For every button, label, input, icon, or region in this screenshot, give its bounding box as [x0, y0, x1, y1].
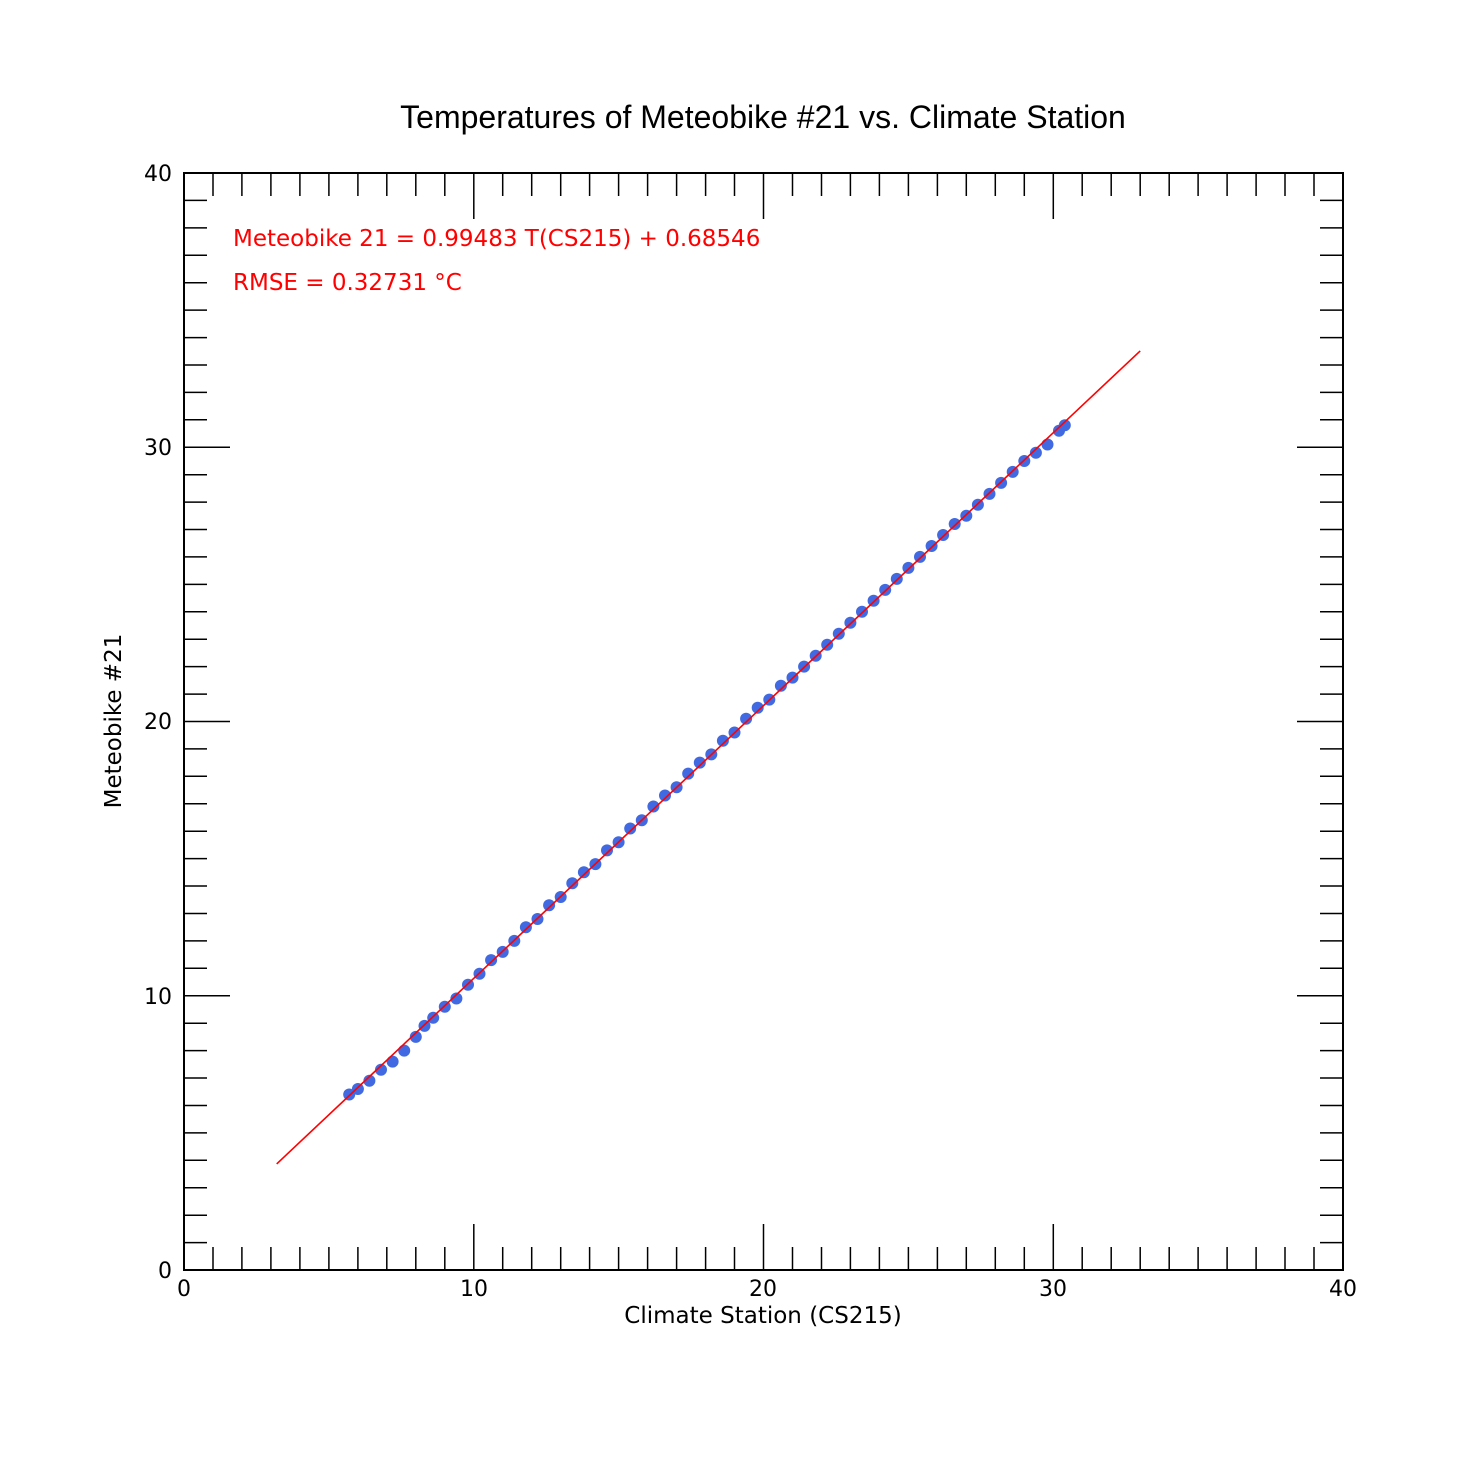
data-point-36 [751, 701, 764, 714]
data-point-18 [543, 899, 556, 912]
chart-title: Temperatures of Meteobike #21 vs. Climat… [400, 99, 1126, 135]
data-point-4 [386, 1055, 399, 1068]
data-point-28 [659, 789, 671, 802]
data-point-25 [624, 822, 637, 835]
data-point-50 [914, 550, 926, 563]
data-point-6 [409, 1030, 422, 1043]
data-point-20 [566, 877, 579, 890]
fit-line-layer [276, 350, 1141, 1165]
data-point-13 [485, 954, 498, 967]
data-point-61 [1041, 438, 1054, 451]
x-axis-label: Climate Station (CS215) [624, 1303, 901, 1329]
x-tick-label-40: 40 [1329, 1277, 1357, 1302]
data-point-35 [740, 712, 753, 725]
data-point-30 [682, 767, 695, 780]
data-point-31 [693, 756, 706, 769]
data-point-60 [1029, 446, 1042, 459]
data-point-38 [774, 679, 787, 692]
y-tick-label-40: 40 [144, 162, 172, 187]
y-tick-label-20: 20 [144, 710, 172, 735]
y-tick-label-30: 30 [144, 436, 172, 461]
x-tick-label-20: 20 [749, 1277, 777, 1302]
data-point-2 [363, 1074, 376, 1087]
x-tick-label-0: 0 [177, 1277, 191, 1302]
data-point-1 [351, 1083, 364, 1095]
data-point-33 [716, 734, 729, 747]
data-point-52 [937, 529, 950, 541]
x-tick-label-10: 10 [460, 1277, 488, 1302]
data-point-23 [601, 844, 613, 857]
x-tick-labels: 0 10 20 30 40 [177, 1277, 1357, 1302]
x-tick-label-30: 30 [1039, 1277, 1067, 1302]
axis-ticks [183, 172, 1344, 1271]
y-tick-label-10: 10 [144, 985, 172, 1010]
rmse-annotation: RMSE = 0.32731 °C [233, 270, 462, 296]
data-point-27 [647, 800, 660, 813]
y-tick-labels: 0 10 20 30 40 [144, 162, 172, 1284]
data-point-51 [925, 540, 938, 552]
data-point-5 [398, 1044, 411, 1057]
data-point-53 [948, 518, 961, 530]
data-point-63 [1058, 419, 1071, 432]
data-point-16 [519, 921, 532, 934]
data-point-3 [375, 1063, 387, 1076]
y-tick-label-0: 0 [158, 1259, 172, 1284]
data-point-10 [450, 992, 463, 1005]
data-point-21 [577, 866, 590, 879]
regression-equation: Meteobike 21 = 0.99483 T(CS215) + 0.6854… [233, 226, 760, 252]
fit-line [276, 350, 1141, 1165]
y-axis-label: Meteobike #21 [101, 634, 127, 809]
